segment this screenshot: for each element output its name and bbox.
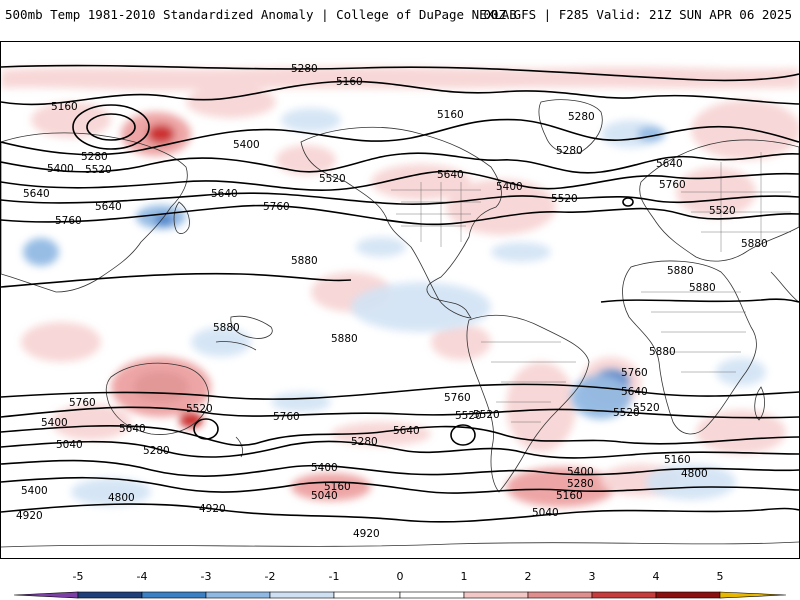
contour-label: 5520 — [709, 205, 736, 217]
colorbar-segment — [13, 591, 79, 599]
political-borders — [391, 152, 791, 423]
colorbar-segment — [399, 591, 465, 599]
contour-label: 5400 — [41, 417, 68, 429]
colorbar-tick-label: -1 — [328, 570, 340, 583]
contour-label: 5760 — [621, 367, 648, 379]
contour-label: 5520 — [455, 410, 482, 422]
contour-label: 5040 — [532, 507, 559, 519]
colorbar-tick-label: 3 — [588, 570, 596, 583]
map-canvas: 5280 5160 5160 5160 5280 5400 5280 5520 … — [1, 63, 799, 548]
colorbar-tick-label: 0 — [396, 570, 404, 583]
colorbar-segment — [463, 591, 529, 599]
contour-label: 5160 — [324, 481, 351, 493]
contour-label: 5160 — [556, 490, 583, 502]
model-run-info: 00Z GFS | F285 Valid: 21Z SUN APR 06 202… — [483, 7, 792, 22]
contour-label: 5640 — [437, 169, 464, 181]
contour-label: 5040 — [56, 439, 83, 451]
colorbar-tick-label: 2 — [524, 570, 532, 583]
contour-label: 5520 — [473, 409, 500, 421]
colorbar-segment — [205, 591, 271, 599]
colorbar-graphic — [13, 591, 787, 599]
colorbar-segment — [333, 591, 401, 599]
contour-label: 5280 — [143, 445, 170, 457]
contour-label: 5640 — [656, 158, 683, 170]
contour-label: 5520 — [551, 193, 578, 205]
contour-label: 5880 — [741, 238, 768, 250]
contour-label: 5880 — [689, 282, 716, 294]
contour-label: 5160 — [664, 454, 691, 466]
contour-label: 4920 — [353, 528, 380, 540]
contour-label: 5880 — [291, 255, 318, 267]
contour-label: 4920 — [199, 503, 226, 515]
header-bar: 500mb Temp 1981-2010 Standardized Anomal… — [0, 0, 800, 30]
contour-label: 5520 — [186, 403, 213, 415]
cold-anomaly-shading — [23, 108, 766, 506]
contour-label: 5880 — [667, 265, 694, 277]
colorbar-tick-label: 1 — [460, 570, 468, 583]
colorbar-tick-label: -2 — [264, 570, 276, 583]
colorbar-tick-label: -3 — [200, 570, 212, 583]
contour-label: 5400 — [21, 485, 48, 497]
contour-label: 5640 — [621, 386, 648, 398]
contour-label: 5280 — [568, 111, 595, 123]
contour-label: 5880 — [213, 322, 240, 334]
contour-label: 5400 — [311, 462, 338, 474]
contour-label: 5400 — [47, 163, 74, 175]
colorbar-segment — [269, 591, 335, 599]
contour-label: 5640 — [211, 188, 238, 200]
colorbar-segment — [655, 591, 721, 599]
contour-label: 5760 — [55, 215, 82, 227]
contour-label: 5280 — [351, 436, 378, 448]
contour-label: 5760 — [444, 392, 471, 404]
contour-label: 5760 — [69, 397, 96, 409]
coastlines — [1, 99, 799, 548]
contour-label: 5520 — [613, 407, 640, 419]
colorbar-segment — [591, 591, 657, 599]
colorbar-segment — [719, 591, 787, 599]
contour-label: 5160 — [51, 101, 78, 113]
contour-label: 4800 — [108, 492, 135, 504]
colorbar-segment — [77, 591, 143, 599]
contour-label: 5760 — [263, 201, 290, 213]
contour-label: 5280 — [556, 145, 583, 157]
contour-label: 5400 — [496, 181, 523, 193]
contour-label: 5280 — [81, 151, 108, 163]
colorbar: -5 -4 -3 -2 -1 0 1 2 3 4 5 — [0, 570, 800, 600]
contour-label: 5640 — [393, 425, 420, 437]
contour-label: 5400 — [567, 466, 594, 478]
colorbar-segment — [141, 591, 207, 599]
contour-label: 5880 — [331, 333, 358, 345]
contour-label: 5760 — [659, 179, 686, 191]
contour-label: 5040 — [311, 490, 338, 502]
contour-label: 5640 — [23, 188, 50, 200]
contour-label: 5880 — [649, 346, 676, 358]
colorbar-tick-label: -5 — [72, 570, 84, 583]
height-contours — [1, 64, 799, 523]
map-title: 500mb Temp 1981-2010 Standardized Anomal… — [5, 7, 517, 22]
contour-label: 5520 — [633, 402, 660, 414]
contour-label: 5520 — [85, 164, 112, 176]
contour-label: 5160 — [437, 109, 464, 121]
colorbar-segment — [527, 591, 593, 599]
colorbar-tick-label: 4 — [652, 570, 660, 583]
contour-labels: 5280 5160 5160 5160 5280 5400 5280 5520 … — [16, 63, 768, 540]
contour-label: 5640 — [95, 201, 122, 213]
contour-label: 5400 — [233, 139, 260, 151]
contour-label: 5280 — [567, 478, 594, 490]
contour-label: 5760 — [273, 411, 300, 423]
contour-label: 5160 — [336, 76, 363, 88]
contour-label: 4800 — [681, 468, 708, 480]
map-panel: 5280 5160 5160 5160 5280 5400 5280 5520 … — [0, 41, 800, 559]
colorbar-tick-label: -4 — [136, 570, 148, 583]
contour-label: 5280 — [291, 63, 318, 75]
contour-label: 4920 — [16, 510, 43, 522]
contour-label: 5520 — [319, 173, 346, 185]
contour-label: 5640 — [119, 423, 146, 435]
colorbar-tick-label: 5 — [716, 570, 724, 583]
